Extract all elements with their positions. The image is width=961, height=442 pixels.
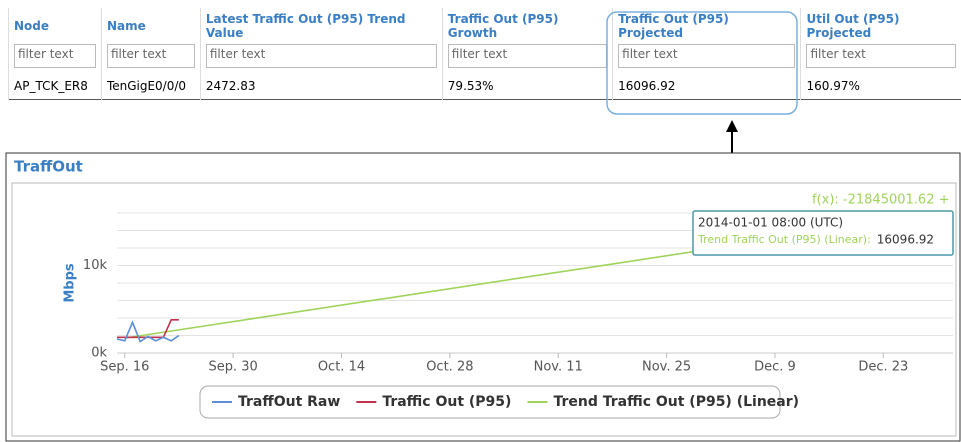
x-tick-label: Nov. 11 [534,360,583,375]
column-header: Traffic Out (P95) Growth [441,8,613,41]
highlight [606,11,798,115]
filter-cell: filter text [612,41,801,71]
filter-cell: filter text [441,41,613,71]
cell: AP_TCK_ER8 [8,71,102,100]
filter-input[interactable]: filter text [618,44,796,68]
cell: 2472.83 [199,71,443,100]
x-tick-label: Dec. 9 [754,360,796,375]
data-table: Node Name Latest Traffic Out (P95) Trend V… [8,8,961,100]
column-header: Name [100,8,201,41]
x-tick-label: Oct. 14 [318,360,365,375]
annotation: f(x): -21845001.62 + [812,193,949,208]
tooltip-time: 2014-01-01 08:00 (UTC) [698,216,843,230]
filter-input[interactable]: filter text [205,44,437,68]
cell: 160.97% [800,71,961,100]
filter-input[interactable]: filter text [14,44,96,68]
column-header: Latest Traffic Out (P95) Trend Value [199,8,443,41]
filter-input[interactable]: filter text [106,44,195,68]
tooltip-value: 16096.92 [877,233,934,247]
legend-label: Trend Traffic Out (P95) (Linear) [553,394,799,410]
filter-cell: filter text [199,41,443,71]
x-tick-label: Oct. 28 [426,360,473,375]
cell: TenGigE0/0/0 [100,71,201,100]
y-tick-label: 0k [91,346,107,361]
legend-label: Traffic Out (P95) [382,394,511,410]
y-axis-label: Mbps [63,263,78,303]
filter-input[interactable]: filter text [806,44,956,68]
tooltip-label: Trend Traffic Out (P95) (Linear): [697,233,871,246]
column-header: Util Out (P95) Projected [800,8,961,41]
legend-label: TraffOut Raw [238,394,340,410]
cell: 16096.92 [612,71,801,100]
series-line [116,320,180,343]
filter-cell: filter text [8,41,102,71]
y-tick-label: 10k [83,258,108,273]
legend [199,385,781,419]
chart-title: TraffOut [14,158,83,176]
tooltip [692,210,954,256]
column-header: Node [8,8,102,41]
x-tick-label: Dec. 23 [858,360,908,375]
x-tick-label: Sep. 30 [208,360,257,375]
filter-cell: filter text [800,41,961,71]
filter-cell: filter text [100,41,201,71]
x-tick-label: Nov. 25 [642,360,691,375]
cell: 79.53% [441,71,613,100]
column-header: Traffic Out (P95) Projected [612,8,801,41]
x-tick-label: Sep. 16 [100,360,149,375]
